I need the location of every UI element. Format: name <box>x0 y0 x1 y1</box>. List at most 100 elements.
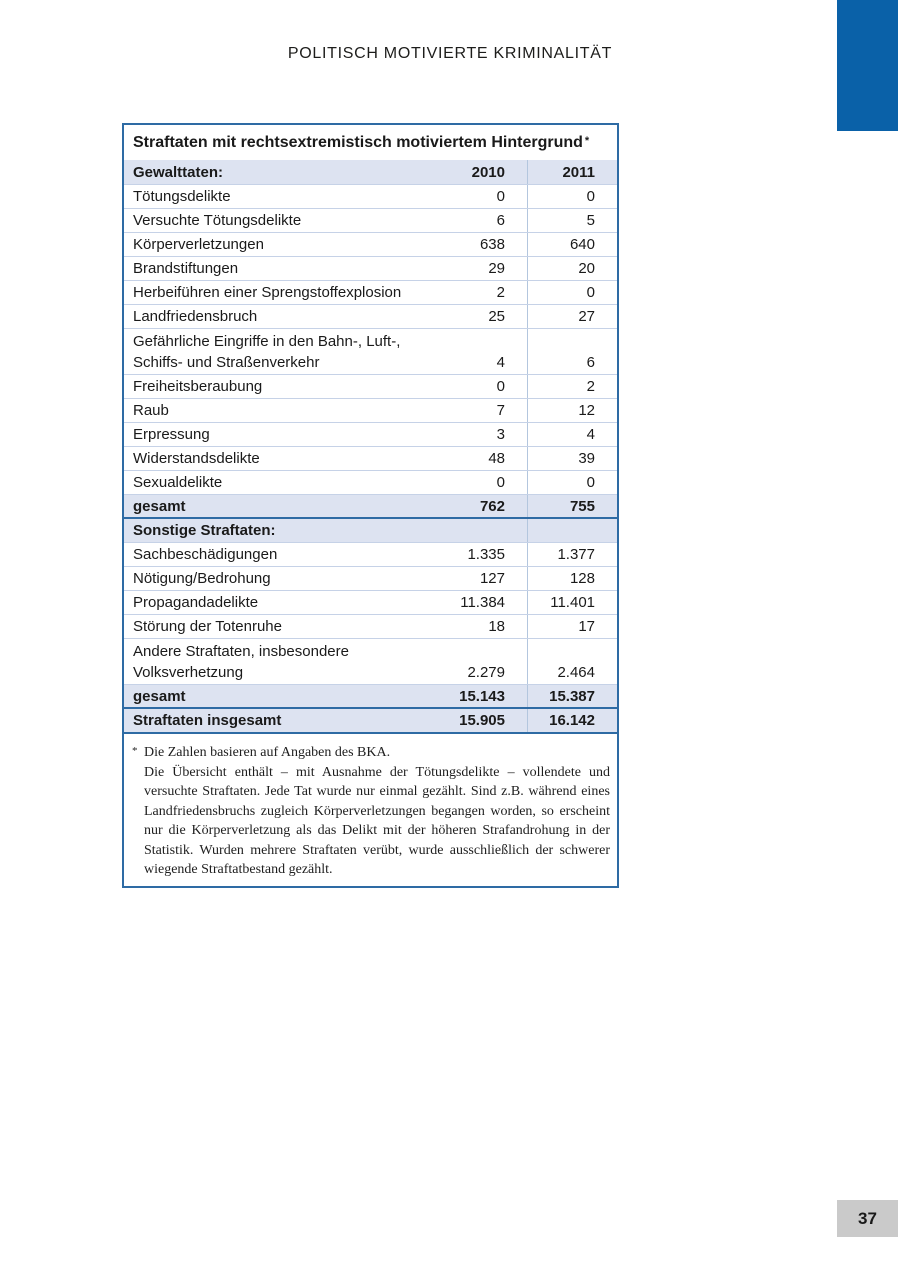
row-label: Tötungsdelikte <box>133 188 231 205</box>
value-2011 <box>527 519 617 542</box>
table-row: Nötigung/Bedrohung 127 128 <box>124 567 617 591</box>
value-2010: 48 <box>488 450 505 467</box>
row-label: Sexualdelikte <box>133 474 223 491</box>
row-label: Propagandadelikte <box>133 594 259 611</box>
value-2011: 6 <box>527 329 617 374</box>
column-header-2011: 2011 <box>527 160 617 184</box>
row-label: gesamt <box>133 497 186 515</box>
page-header: POLITISCH MOTIVIERTE KRIMINALITÄT <box>287 45 613 62</box>
value-2010: 2 <box>496 284 505 301</box>
table-row: Versuchte Tötungsdelikte 6 5 <box>124 209 617 233</box>
value-2010: 29 <box>488 260 505 277</box>
value-2011: 39 <box>527 447 617 470</box>
row-label: Widerstandsdelikte <box>133 450 260 467</box>
table-rows: Gewalttaten: 2010 2011 Tötungsdelikte 0 0 Vers… <box>124 160 617 734</box>
table-row: Propagandadelikte 11.384 11.401 <box>124 591 617 615</box>
value-2010: 127 <box>479 570 505 587</box>
table-row: Erpressung 3 4 <box>124 423 617 447</box>
value-2010: 15.143 <box>459 687 505 705</box>
table-row: Widerstandsdelikte 48 39 <box>124 447 617 471</box>
value-2010: 762 <box>479 497 505 515</box>
value-2010: 7 <box>496 402 505 419</box>
table-row: Sachbeschädigungen 1.335 1.377 <box>124 543 617 567</box>
value-2010: 638 <box>479 236 505 253</box>
value-2010: 4 <box>496 354 505 371</box>
row-label-line1: Andere Straftaten, insbesondere <box>133 643 349 660</box>
row-label: Freiheitsberaubung <box>133 378 263 395</box>
row-label: Andere Straftaten, insbesondere Volksverh… <box>124 641 427 684</box>
table-row: gesamt 762 755 <box>124 495 617 519</box>
row-label: Störung der Totenruhe <box>133 618 282 635</box>
value-2010: 25 <box>488 308 505 325</box>
value-2011: 17 <box>527 615 617 638</box>
value-2011: 2 <box>527 375 617 398</box>
table-row: Straftaten insgesamt 15.905 16.142 <box>124 709 617 734</box>
value-2010: 3 <box>496 426 505 443</box>
table-footnote: * Die Zahlen basieren auf Angaben des BK… <box>132 743 610 880</box>
footnote-marker-superscript: * <box>584 135 590 147</box>
row-label: Gefährliche Eingriffe in den Bahn-, Luft… <box>124 331 427 374</box>
table-row: Sexualdelikte 0 0 <box>124 471 617 495</box>
value-2011: 11.401 <box>527 591 617 614</box>
table-row: Landfriedensbruch 25 27 <box>124 305 617 329</box>
value-2011: 27 <box>527 305 617 328</box>
value-2010: 11.384 <box>460 594 505 611</box>
value-2011: 0 <box>527 471 617 494</box>
row-label: Körperverletzungen <box>133 236 264 253</box>
table-row: Körperverletzungen 638 640 <box>124 233 617 257</box>
value-2010: 6 <box>496 212 505 229</box>
row-label: Sachbeschädigungen <box>133 546 278 563</box>
table-row: Andere Straftaten, insbesondere Volksverh… <box>124 639 617 685</box>
row-label-line1: Gefährliche Eingriffe in den Bahn-, Luft… <box>133 333 401 350</box>
row-label: gesamt <box>133 687 186 705</box>
column-header-2010: 2010 <box>471 163 505 181</box>
row-label: Brandstiftungen <box>133 260 239 277</box>
value-2011: 640 <box>527 233 617 256</box>
table-row: Brandstiftungen 29 20 <box>124 257 617 281</box>
crime-statistics-table: Straftaten mit rechtsextremistisch motiv… <box>122 123 619 888</box>
value-2010: 2.279 <box>467 664 505 681</box>
value-2011: 4 <box>527 423 617 446</box>
page-number: 37 <box>858 1208 877 1228</box>
value-2011: 2.464 <box>527 639 617 684</box>
table-row: Tötungsdelikte 0 0 <box>124 185 617 209</box>
row-label: Versuchte Tötungsdelikte <box>133 212 302 229</box>
row-label: Herbeiführen einer Sprengstoffexplosion <box>133 284 402 301</box>
table-row: Gefährliche Eingriffe in den Bahn-, Luft… <box>124 329 617 375</box>
value-2011: 0 <box>527 185 617 208</box>
footnote-marker: * <box>132 745 138 757</box>
corner-color-block <box>837 0 898 131</box>
value-2010: 1.335 <box>467 546 505 563</box>
table-row: Raub 7 12 <box>124 399 617 423</box>
table-row: Sonstige Straftaten: <box>124 519 617 543</box>
value-2010: 0 <box>496 378 505 395</box>
row-label: Landfriedensbruch <box>133 308 258 325</box>
value-2011: 15.387 <box>527 685 617 707</box>
value-2011: 1.377 <box>527 543 617 566</box>
value-2010: 0 <box>496 188 505 205</box>
footnote-body: Die Übersicht enthält – mit Ausnahme der… <box>144 764 610 878</box>
row-label-line2: Schiffs- und Straßenverkehr <box>133 354 320 371</box>
value-2010: 15.905 <box>459 712 505 729</box>
table-row: Störung der Totenruhe 18 17 <box>124 615 617 639</box>
footnote-line-1: Die Zahlen basieren auf Angaben des BKA. <box>144 745 391 760</box>
row-label: Raub <box>133 402 169 419</box>
row-label: Straftaten insgesamt <box>133 712 282 729</box>
row-label: Sonstige Straftaten: <box>133 522 276 539</box>
table-title: Straftaten mit rechtsextremistisch motiv… <box>124 125 617 160</box>
table-row: Herbeiführen einer Sprengstoffexplosion 2… <box>124 281 617 305</box>
row-label: Gewalttaten: <box>133 163 224 181</box>
value-2011: 16.142 <box>527 709 617 732</box>
value-2011: 5 <box>527 209 617 232</box>
table-title-text: Straftaten mit rechtsextremistisch motiv… <box>133 134 583 151</box>
value-2010: 18 <box>488 618 505 635</box>
row-label-line2: Volksverhetzung <box>133 664 244 681</box>
row-label: Erpressung <box>133 426 210 443</box>
value-2011: 128 <box>527 567 617 590</box>
row-label: Nötigung/Bedrohung <box>133 570 271 587</box>
value-2010: 0 <box>496 474 505 491</box>
value-2011: 20 <box>527 257 617 280</box>
table-row: Freiheitsberaubung 0 2 <box>124 375 617 399</box>
page-number-box: 37 <box>837 1200 898 1237</box>
